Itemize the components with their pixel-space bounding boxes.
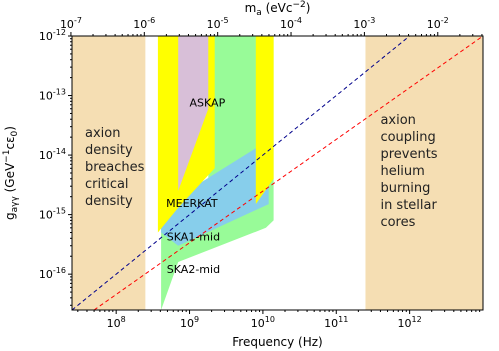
excluded-region-1-label-line: in stellar: [380, 198, 437, 213]
region-label-2: SKA1-mid: [167, 230, 220, 243]
area-meerkat-3: [255, 36, 274, 205]
sensitivity-areas-layer: [157, 36, 274, 310]
excluded-region-1-label-line: prevents: [380, 147, 437, 162]
excluded-region-0-label-line: density: [85, 143, 133, 158]
x-tick-label: 109: [180, 315, 199, 330]
reference-lines-layer: [72, 36, 483, 310]
y-tick-label: 10-12: [39, 28, 66, 43]
top-x-tick-label: 10-7: [60, 16, 82, 31]
y-axis-label: gaγγ (GeV−1cε0): [2, 126, 20, 220]
x-tick-label: 108: [107, 315, 126, 330]
y-tick-label: 10-14: [39, 147, 66, 162]
y-tick-label: 10-16: [39, 266, 66, 281]
excluded-region-1-label-line: cores: [380, 215, 415, 230]
excluded-region-1-label-line: burning: [380, 181, 430, 196]
dashed-line-0: [72, 36, 410, 310]
excluded-region-0-label-line: critical: [85, 177, 129, 192]
region-label-3: SKA2-mid: [167, 263, 220, 276]
region-label-1: MEERKAT: [166, 197, 218, 210]
dashed-line-1: [93, 36, 483, 310]
excluded-region-1-label-line: helium: [380, 164, 424, 179]
region-label-0: ASKAP: [190, 97, 226, 110]
x-tick-label: 1011: [324, 315, 348, 330]
excluded-region-0: [72, 36, 146, 310]
y-tick-label: 10-15: [39, 207, 66, 222]
excluded-region-1-label-line: coupling: [380, 130, 435, 145]
top-x-tick-label: 10-2: [427, 16, 449, 31]
excluded-region-1: [365, 36, 483, 310]
top-x-tick-label: 10-5: [207, 16, 229, 31]
x-axis-label: Frequency (Hz): [232, 335, 323, 349]
axes-layer: 108 109 1010 1011 1012 10-7 10-6 10-5 10-4 10-3 10…: [2, 0, 483, 349]
excluded-region-0-label-line: density: [85, 194, 133, 209]
top-x-tick-label: 10-4: [280, 16, 302, 31]
top-x-tick-label: 10-6: [133, 16, 155, 31]
excluded-regions-layer: [72, 36, 483, 310]
top-x-tick-label: 10-3: [353, 16, 375, 31]
x-tick-label: 1010: [251, 315, 275, 330]
top-x-axis-label: ma (eVc−2): [245, 0, 311, 18]
excluded-region-1-label-line: axion: [380, 113, 415, 128]
region-labels-layer: axion density breaches critical density axion…: [85, 97, 438, 276]
excluded-region-0-label-line: breaches: [85, 160, 145, 175]
excluded-region-0-label-line: axion: [85, 126, 120, 141]
x-tick-label: 1012: [398, 315, 422, 330]
area-askap-4: [178, 36, 209, 191]
y-tick-label: 10-13: [39, 88, 66, 103]
